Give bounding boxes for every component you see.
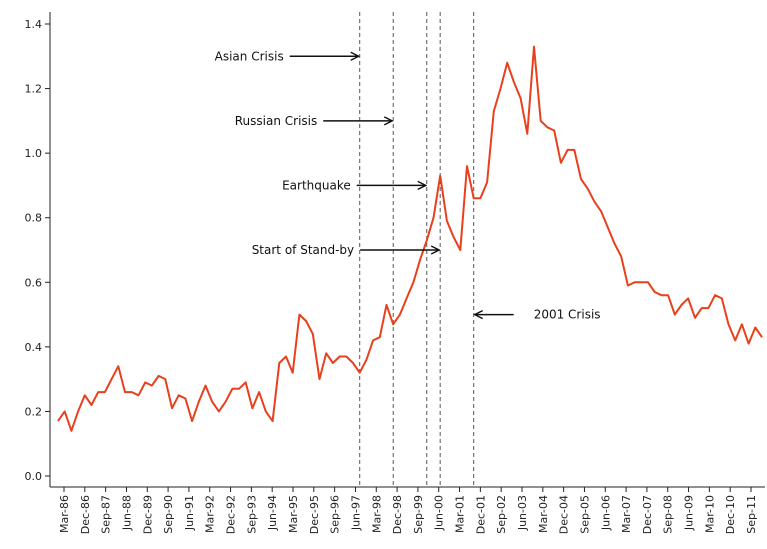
x-tick-label: Dec-89 (141, 495, 154, 534)
y-tick-label: 0.4 (25, 341, 43, 354)
event-lines (359, 12, 475, 487)
y-tick-label: 0.2 (25, 405, 43, 418)
y-tick-label: 0.8 (25, 212, 43, 225)
annotation-label: Start of Stand-by (252, 243, 354, 257)
x-tick-label: Jun-09 (683, 495, 696, 531)
y-tick-label: 0.0 (25, 470, 43, 483)
x-tick-label: Jun-03 (516, 495, 529, 531)
x-tick-label: Jun-97 (349, 495, 362, 531)
x-tick-label: Dec-86 (79, 495, 92, 534)
y-tick-label: 1.0 (25, 147, 43, 160)
y-tick-label: 0.6 (25, 276, 43, 289)
y-tick-label: 1.2 (25, 83, 43, 96)
x-tick-label: Dec-01 (474, 495, 487, 534)
x-tick-label: Sep-05 (578, 495, 591, 534)
x-tick-label: Sep-87 (100, 495, 113, 534)
x-tick-label: Dec-98 (391, 495, 404, 534)
x-tick-label: Dec-04 (558, 495, 571, 534)
x-tick-label: Mar-01 (454, 495, 467, 533)
x-axis-ticks: Mar-86 Dec-86 Sep-87 Jun-88 Dec-89 Sep-90 Jun-… (58, 487, 758, 534)
x-tick-label: Sep-93 (245, 495, 258, 534)
x-tick-label: Dec-95 (308, 495, 321, 534)
x-tick-label: Sep-02 (495, 495, 508, 534)
x-tick-label: Dec-92 (225, 495, 238, 534)
x-tick-label: Jun-88 (120, 495, 133, 531)
series-layer (57, 45, 763, 432)
x-tick-label: Mar-98 (370, 495, 383, 533)
annotation-label: Earthquake (282, 178, 351, 192)
x-tick-label: Dec-07 (641, 495, 654, 534)
axes (49, 12, 765, 488)
x-tick-label: Mar-86 (58, 495, 71, 533)
x-tick-label: Sep-96 (329, 495, 342, 534)
x-tick-label: Mar-07 (620, 495, 633, 533)
x-tick-label: Sep-99 (412, 495, 425, 534)
x-tick-label: Mar-10 (703, 495, 716, 533)
x-tick-label: Mar-04 (537, 495, 550, 533)
y-tick-label: 1.4 (25, 18, 43, 31)
x-tick-label: Jun-91 (183, 495, 196, 531)
x-tick-label: Sep-90 (162, 495, 175, 534)
annotation-label: Asian Crisis (215, 49, 284, 63)
y-axis-ticks: 0.0 0.2 0.4 0.6 0.8 1.0 1.2 1.4 (25, 18, 50, 483)
x-tick-label: Sep-11 (745, 495, 758, 534)
annotations: Asian Crisis Russian Crisis Earthquake Star… (215, 49, 601, 321)
x-tick-label: Mar-95 (287, 495, 300, 533)
x-tick-label: Jun-94 (266, 495, 279, 531)
x-tick-label: Mar-92 (204, 495, 217, 533)
annotation-label: 2001 Crisis (534, 308, 601, 322)
x-tick-label: Jun-06 (599, 495, 612, 531)
x-tick-label: Jun-00 (433, 495, 446, 531)
x-tick-label: Sep-08 (662, 495, 675, 534)
x-tick-label: Dec-10 (724, 495, 737, 534)
series-line (57, 45, 763, 432)
annotation-label: Russian Crisis (235, 114, 318, 128)
